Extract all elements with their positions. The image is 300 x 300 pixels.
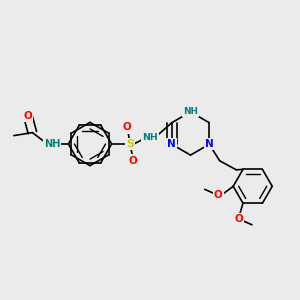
Text: O: O [23,111,32,121]
Text: NH: NH [142,133,158,142]
Text: O: O [234,214,243,224]
Text: O: O [129,155,138,166]
Text: O: O [214,190,223,200]
Text: N: N [205,139,214,149]
Text: S: S [126,139,134,149]
Text: NH: NH [44,139,60,149]
Text: O: O [123,122,132,133]
Text: N: N [167,139,176,149]
Text: NH: NH [183,107,198,116]
